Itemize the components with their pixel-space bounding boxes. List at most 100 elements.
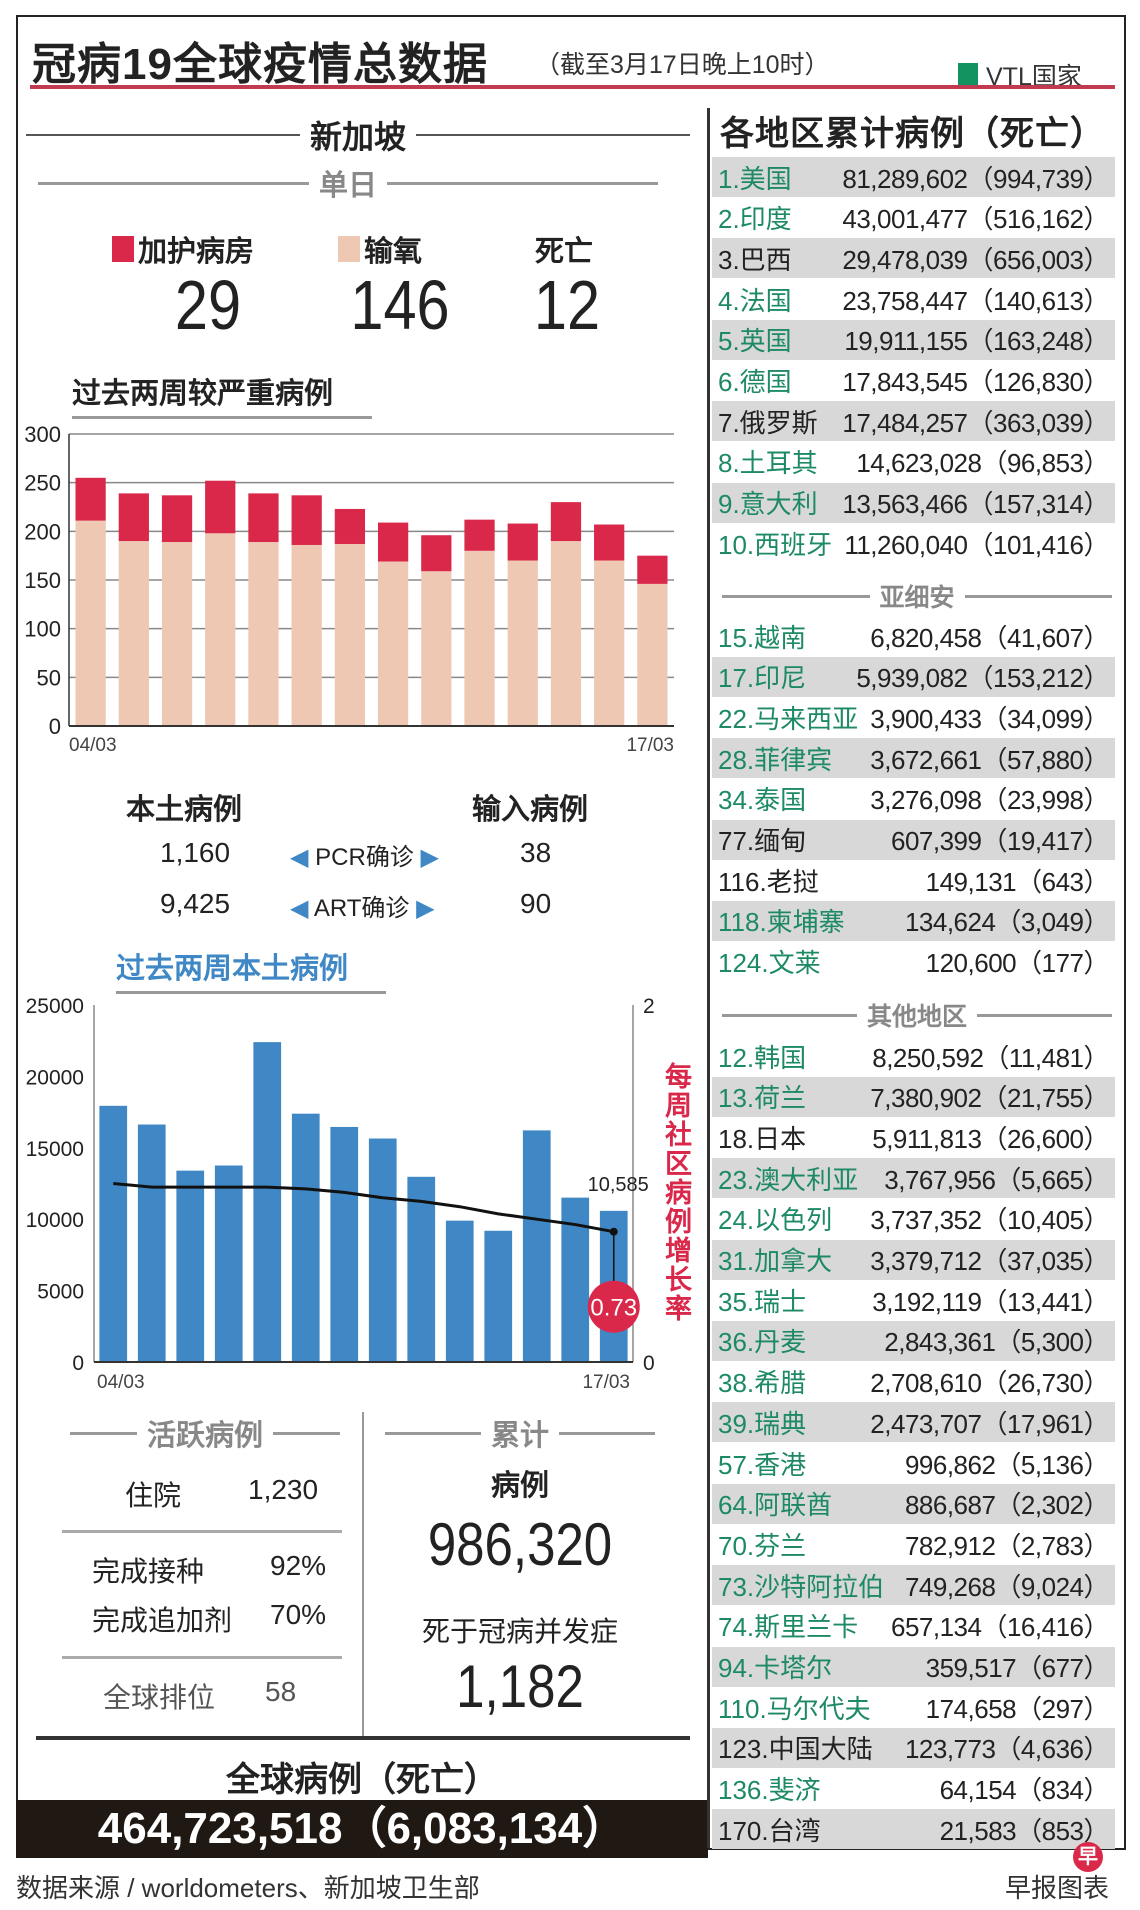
country-row: 7.俄罗斯 17,484,257（363,039） bbox=[712, 401, 1115, 442]
booster-label: 完成追加剂 bbox=[92, 1605, 233, 1636]
local-cases-bar bbox=[445, 1220, 474, 1362]
country-name: 74.斯里兰卡 bbox=[718, 1612, 859, 1643]
country-name: 8.土耳其 bbox=[718, 448, 818, 479]
country-row: 123.中国大陆 123,773（4,636） bbox=[712, 1727, 1115, 1768]
icu-bar bbox=[550, 502, 582, 542]
country-row: 70.芬兰 782,912（2,783） bbox=[712, 1524, 1115, 1564]
severe-chart-title: 过去两周较严重病例 bbox=[72, 370, 372, 419]
country-cases-deaths: 7,380,902（21,755） bbox=[870, 1083, 1109, 1114]
cumulative-title: 累计 bbox=[491, 1420, 550, 1452]
country-cases-deaths: 81,289,602（994,739） bbox=[842, 163, 1109, 194]
y-tick-label: 0 bbox=[72, 1352, 84, 1375]
country-row: 5.英国 19,911,155（163,248） bbox=[712, 319, 1115, 360]
country-name: 70.芬兰 bbox=[718, 1530, 807, 1561]
country-cases-deaths: 17,484,257（363,039） bbox=[842, 407, 1109, 438]
divider bbox=[36, 1736, 690, 1740]
country-name: 9.意大利 bbox=[718, 489, 818, 520]
country-row: 22.马来西亚 3,900,433（34,099） bbox=[712, 697, 1115, 737]
country-name: 36.丹麦 bbox=[718, 1327, 807, 1358]
x-tick-label: 04/03 bbox=[69, 735, 117, 756]
country-row: 64.阿联酋 886,687（2,302） bbox=[712, 1483, 1115, 1524]
country-cases-deaths: 749,268（9,024） bbox=[904, 1571, 1110, 1602]
country-cases-deaths: 21,583（853） bbox=[939, 1815, 1110, 1846]
country-cases-deaths: 8,250,592（11,481） bbox=[872, 1042, 1109, 1073]
country-cases-deaths: 2,708,610（26,730） bbox=[870, 1368, 1109, 1399]
country-row: 12.韩国 8,250,592（11,481） bbox=[712, 1036, 1115, 1076]
asean-heading: 亚细安 bbox=[722, 578, 1112, 614]
country-cases-deaths: 607,399（19,417） bbox=[890, 826, 1110, 856]
oxygen-bar bbox=[248, 542, 279, 726]
country-row: 13.荷兰 7,380,902（21,755） bbox=[712, 1076, 1115, 1117]
credit: 早报图表 bbox=[1005, 1873, 1110, 1903]
local-cases-bar bbox=[99, 1105, 128, 1362]
oxygen-bar bbox=[161, 542, 193, 726]
country-name: 4.法国 bbox=[718, 285, 792, 316]
title-divider bbox=[30, 85, 1115, 89]
y-tick-label: 10000 bbox=[26, 1209, 84, 1232]
daily-title: 单日 bbox=[319, 170, 378, 202]
icu-bar bbox=[334, 508, 366, 544]
y-tick-label: 200 bbox=[24, 519, 61, 544]
active-heading: 活跃病例 bbox=[70, 1412, 340, 1454]
y-tick-label: 15000 bbox=[26, 1138, 84, 1161]
country-name: 24.以色列 bbox=[718, 1205, 833, 1236]
growth-rate-badge bbox=[587, 1280, 640, 1333]
country-cases-deaths: 657,134（16,416） bbox=[890, 1612, 1110, 1643]
arrow-left-icon: ◀ bbox=[290, 844, 309, 871]
oxygen-bar bbox=[75, 520, 106, 726]
global-cases-label: 全球病例（死亡） bbox=[226, 1761, 498, 1799]
country-cases-deaths: 359,517（677） bbox=[925, 1653, 1110, 1683]
country-row: 24.以色列 3,737,352（10,405） bbox=[712, 1199, 1115, 1239]
pcr-label: PCR确诊 bbox=[315, 844, 414, 871]
singapore-heading: 新加坡 bbox=[26, 112, 690, 158]
country-cases-deaths: 13,563,466（157,314） bbox=[842, 489, 1109, 520]
country-cases-deaths: 64,154（834） bbox=[939, 1775, 1110, 1806]
country-row: 17.印尼 5,939,082（153,212） bbox=[712, 656, 1115, 697]
country-name: 35.瑞士 bbox=[718, 1286, 807, 1317]
country-cases-deaths: 782,912（2,783） bbox=[904, 1530, 1110, 1561]
icu-value: 29 bbox=[174, 266, 242, 344]
local-cases-bar bbox=[330, 1126, 359, 1362]
icu-bar bbox=[75, 477, 106, 521]
cumulative-cases-label: 病例 bbox=[490, 1470, 549, 1502]
y-tick-label: 250 bbox=[24, 471, 61, 496]
y-tick-label: 20000 bbox=[26, 1066, 84, 1089]
y2-tick-label: 0 bbox=[643, 1352, 655, 1375]
oxygen-bar bbox=[550, 541, 582, 726]
country-row: 15.越南 6,820,458（41,607） bbox=[712, 616, 1115, 656]
icu-bar bbox=[464, 519, 495, 551]
country-row: 1.美国 81,289,602（994,739） bbox=[712, 157, 1115, 197]
country-row: 34.泰国 3,276,098（23,998） bbox=[712, 779, 1115, 819]
y-tick-label: 25000 bbox=[26, 995, 84, 1018]
country-name: 6.德国 bbox=[718, 367, 792, 397]
country-row: 118.柬埔寨 134,624（3,049） bbox=[712, 900, 1115, 941]
growth-rate-line bbox=[113, 1182, 615, 1234]
icu-bar bbox=[205, 480, 236, 534]
country-name: 57.香港 bbox=[718, 1449, 807, 1480]
country-row: 77.缅甸 607,399（19,417） bbox=[712, 819, 1115, 860]
country-row: 18.日本 5,911,813（26,600） bbox=[712, 1117, 1115, 1157]
y-tick-label: 300 bbox=[24, 422, 61, 447]
hospitalised-label: 住院 bbox=[125, 1480, 182, 1511]
country-cases-deaths: 3,767,956（5,665） bbox=[884, 1164, 1109, 1195]
pcr-row-label: ◀ PCR确诊 ▶ bbox=[290, 837, 439, 872]
pcr-imported-value: 38 bbox=[520, 837, 552, 868]
y-tick-label: 50 bbox=[37, 665, 61, 690]
country-cases-deaths: 3,379,712（37,035） bbox=[870, 1246, 1109, 1276]
country-name: 39.瑞典 bbox=[718, 1408, 807, 1439]
local-cases-bar bbox=[368, 1138, 397, 1362]
country-row: 2.印度 43,001,477（516,162） bbox=[712, 198, 1115, 238]
oxygen-bar bbox=[421, 571, 452, 726]
icu-bar bbox=[421, 535, 452, 572]
country-name: 77.缅甸 bbox=[718, 826, 807, 856]
local-cases-bar bbox=[522, 1130, 551, 1362]
cumulative-deaths-label: 死于冠病并发症 bbox=[421, 1616, 618, 1647]
country-row: 136.斐济 64,154（834） bbox=[712, 1769, 1115, 1809]
country-cases-deaths: 2,843,361（5,300） bbox=[884, 1327, 1109, 1358]
icu-bar bbox=[637, 555, 668, 584]
growth-rate-value: 0.73 bbox=[590, 1295, 637, 1322]
divider bbox=[62, 1530, 342, 1533]
icu-legend: 加护病房 bbox=[112, 228, 254, 270]
country-name: 64.阿联酋 bbox=[718, 1490, 833, 1521]
art-label: ART确诊 bbox=[313, 895, 410, 922]
